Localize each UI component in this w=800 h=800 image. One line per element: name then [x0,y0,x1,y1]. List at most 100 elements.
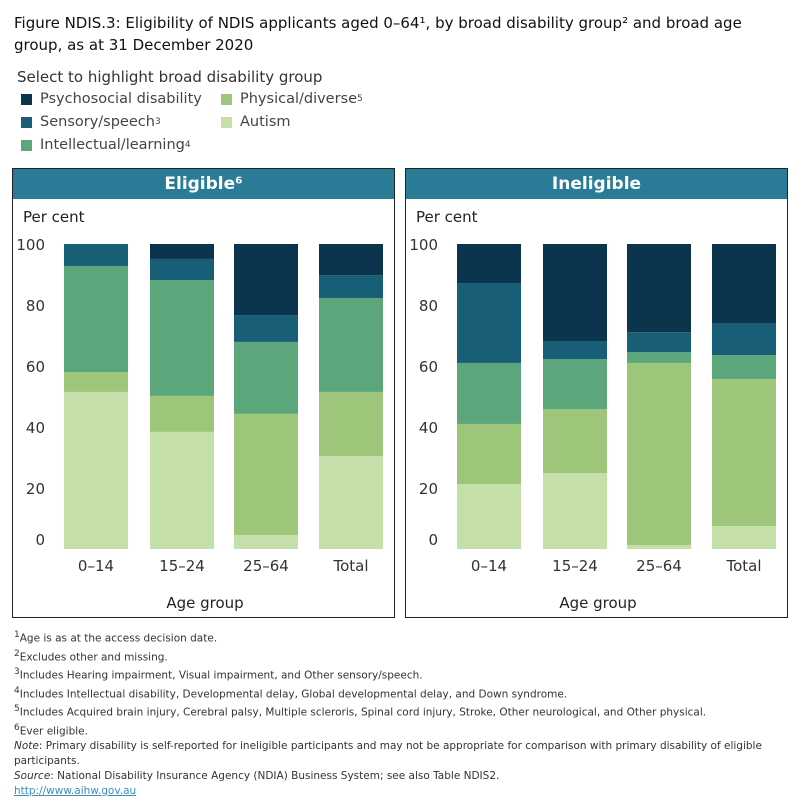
source-text: : National Disability Insurance Agency (… [50,770,500,782]
bar-segment[interactable] [712,379,776,527]
bar-segment[interactable] [627,244,691,333]
bar-segment[interactable] [150,244,214,259]
footnote-text: Includes Intellectual disability, Develo… [19,688,568,700]
bar-segment[interactable] [712,526,776,549]
y-tick-label: 60 [419,358,438,376]
bar-segment[interactable] [319,244,383,276]
x-tick-label: 25–64 [636,557,682,575]
panel-eligible: Eligible⁶ Per cent 0 20 40 60 80 100 0–14 15–24 2… [12,168,395,618]
x-tick-label: 15–24 [552,557,598,575]
bar-segment[interactable] [457,423,521,485]
y-tick-label: 80 [419,297,438,315]
legend-item-psychosocial[interactable]: Psychosocial disability [21,91,202,107]
eligible-chart: Per cent 0 20 40 60 80 100 0–14 15–24 25–64 Total A… [16,208,383,612]
bar-segment[interactable] [457,244,521,284]
x-axis-label: Age group [166,594,243,612]
panel-ineligible: Ineligible Per cent 0 20 40 60 80 100 0–14 15–24… [405,168,788,618]
bar-segment[interactable] [64,265,128,373]
footnote: 2Excludes other and missing. [14,647,794,666]
legend-swatch [221,116,232,128]
legend-swatch [21,93,32,105]
x-tick-label: 0–14 [78,557,114,575]
bar-segment[interactable] [234,413,298,535]
source: Source: National Disability Insurance Ag… [14,769,794,784]
footnote: 3Includes Hearing impairment, Visual imp… [14,665,794,684]
bar-segment[interactable] [150,279,214,396]
y-axis-label: Per cent [23,208,85,226]
y-tick-label: 100 [409,236,438,254]
footnote-text: Includes Acquired brain injury, Cerebral… [19,706,707,719]
bar-segment[interactable] [319,455,383,549]
source-label: Source [14,770,51,782]
legend-label: Psychosocial disability [40,91,202,107]
legend-title: Select to highlight broad disability gro… [17,68,323,86]
bar-segment[interactable] [234,534,298,549]
y-tick-label: 0 [428,531,438,549]
bar-segment[interactable] [457,484,521,549]
legend-sup: 3 [154,117,161,127]
bar-segment[interactable] [543,244,607,341]
ineligible-chart: Per cent 0 20 40 60 80 100 0–14 15–24 25–64 Total A… [409,208,776,612]
footnote: 6Ever eligible. [14,721,794,740]
y-tick-label: 80 [26,297,45,315]
legend-item-autism[interactable]: Autism [221,114,291,130]
footnote-text: Ever eligible. [19,725,88,737]
bar-segment[interactable] [234,315,298,342]
y-tick-label: 0 [35,531,45,549]
legend-sup: 4 [184,140,191,150]
panel-title: Ineligible [406,169,787,199]
bar-segment[interactable] [64,372,128,392]
x-tick-label: Total [332,557,368,575]
footnote-marker: 5 [14,704,20,714]
bar-segment[interactable] [712,244,776,323]
x-tick-label: 25–64 [243,557,289,575]
bar-segment[interactable] [543,409,607,474]
aihw-link[interactable]: http://www.aihw.gov.au [14,785,137,797]
legend-item-physical[interactable]: Physical/diverse 5 [221,91,363,107]
footnote-marker: 6 [14,722,20,733]
footnote-text: Age is as at the access decision date. [19,632,218,645]
footnote-text: Excludes other and missing. [19,651,168,663]
bar-segment[interactable] [319,275,383,298]
bar-segment[interactable] [627,351,691,363]
y-tick-label: 40 [26,419,45,437]
y-tick-label: 20 [419,480,438,498]
bar-segment[interactable] [543,340,607,359]
legend-item-sensory[interactable]: Sensory/speech 3 [21,114,161,130]
legend-label: Autism [240,114,291,130]
legend-swatch [21,139,32,151]
bar-segment[interactable] [234,341,298,414]
bar-segment[interactable] [712,322,776,356]
bar-segment[interactable] [150,431,214,549]
footnote-text: Includes Hearing impairment, Visual impa… [19,669,423,682]
bar-segment[interactable] [64,244,128,266]
bar-segment[interactable] [150,258,214,280]
x-axis-label: Age group [559,594,636,612]
note: Note: Primary disability is self-reporte… [14,739,794,769]
bar-segment[interactable] [627,332,691,352]
y-tick-label: 40 [419,419,438,437]
bar-segment[interactable] [712,355,776,380]
legend-label: Sensory/speech [40,114,155,130]
note-label: Note [14,740,39,752]
footnote: 5Includes Acquired brain injury, Cerebra… [14,702,794,721]
bar-segment[interactable] [543,473,607,549]
bar-segment[interactable] [457,362,521,424]
bar-segment[interactable] [319,297,383,392]
legend-swatch [221,93,232,105]
bar-segment[interactable] [319,391,383,456]
bar-segment[interactable] [543,358,607,410]
legend-item-intellectual[interactable]: Intellectual/learning 4 [21,137,191,153]
y-axis-label: Per cent [416,208,478,226]
footnote-marker: 3 [14,667,20,677]
legend-label: Physical/diverse [240,91,358,107]
y-tick-label: 20 [26,480,45,498]
bar-segment[interactable] [627,545,691,549]
bar-segment[interactable] [234,244,298,316]
legend-swatch [21,116,32,128]
bar-segment[interactable] [457,283,521,363]
bar-segment[interactable] [150,395,214,432]
bar-segment[interactable] [627,362,691,546]
bar-segment[interactable] [64,391,128,549]
